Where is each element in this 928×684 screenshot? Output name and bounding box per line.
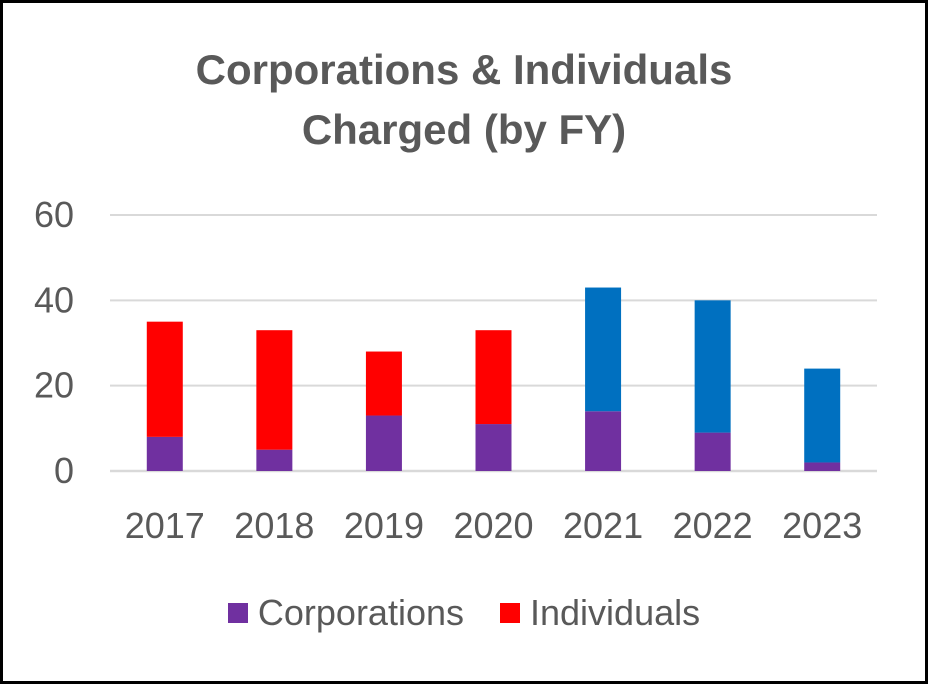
bar-individuals-2019: [365, 351, 402, 416]
chart-title: Corporations & Individuals Charged (by F…: [0, 40, 928, 160]
chart-title-line-2: Charged (by FY): [301, 106, 627, 153]
x-axis-labels: 2017 2018 2019 2020 2021 2022 2023: [125, 505, 863, 546]
bar-individuals-2018: [256, 330, 293, 450]
bar-individuals-2022: [694, 300, 731, 433]
x-tick-label-2021: 2021: [563, 505, 643, 546]
legend-swatch-corporations: [227, 603, 248, 623]
y-axis-labels: 0 20 40 60: [34, 194, 74, 491]
legend-swatch-individuals: [500, 603, 520, 623]
legend-item-individuals: Individuals: [500, 592, 700, 634]
bar-corporations-2017: [146, 436, 183, 471]
x-tick-label-2022: 2022: [673, 505, 753, 546]
bar-corporations-2023: [804, 462, 841, 471]
bar-individuals-2021: [585, 287, 622, 412]
legend-item-corporations: Corporations: [227, 592, 464, 634]
x-tick-label-2017: 2017: [125, 505, 205, 546]
bar-individuals-2020: [475, 330, 512, 425]
legend-label-corporations: Corporations: [257, 592, 464, 633]
y-tick-label-0: 0: [54, 450, 74, 491]
x-tick-label-2018: 2018: [234, 505, 314, 546]
x-tick-label-2019: 2019: [344, 505, 424, 546]
bar-corporations-2021: [585, 411, 622, 471]
legend: Corporations Individuals: [0, 592, 928, 634]
bar-individuals-2023: [804, 368, 841, 463]
bar-corporations-2018: [256, 449, 293, 471]
bar-corporations-2022: [694, 432, 731, 471]
legend-label-individuals: Individuals: [530, 592, 701, 633]
bar-corporations-2020: [475, 424, 512, 471]
bars: [146, 287, 841, 471]
bar-corporations-2019: [365, 415, 402, 471]
x-tick-label-2020: 2020: [453, 505, 533, 546]
y-tick-label-40: 40: [34, 279, 74, 320]
y-tick-label-60: 60: [34, 194, 74, 235]
x-tick-label-2023: 2023: [782, 505, 862, 546]
chart-title-line-1: Corporations & Individuals: [195, 46, 733, 93]
bar-individuals-2017: [146, 321, 183, 437]
y-tick-label-20: 20: [34, 365, 74, 406]
